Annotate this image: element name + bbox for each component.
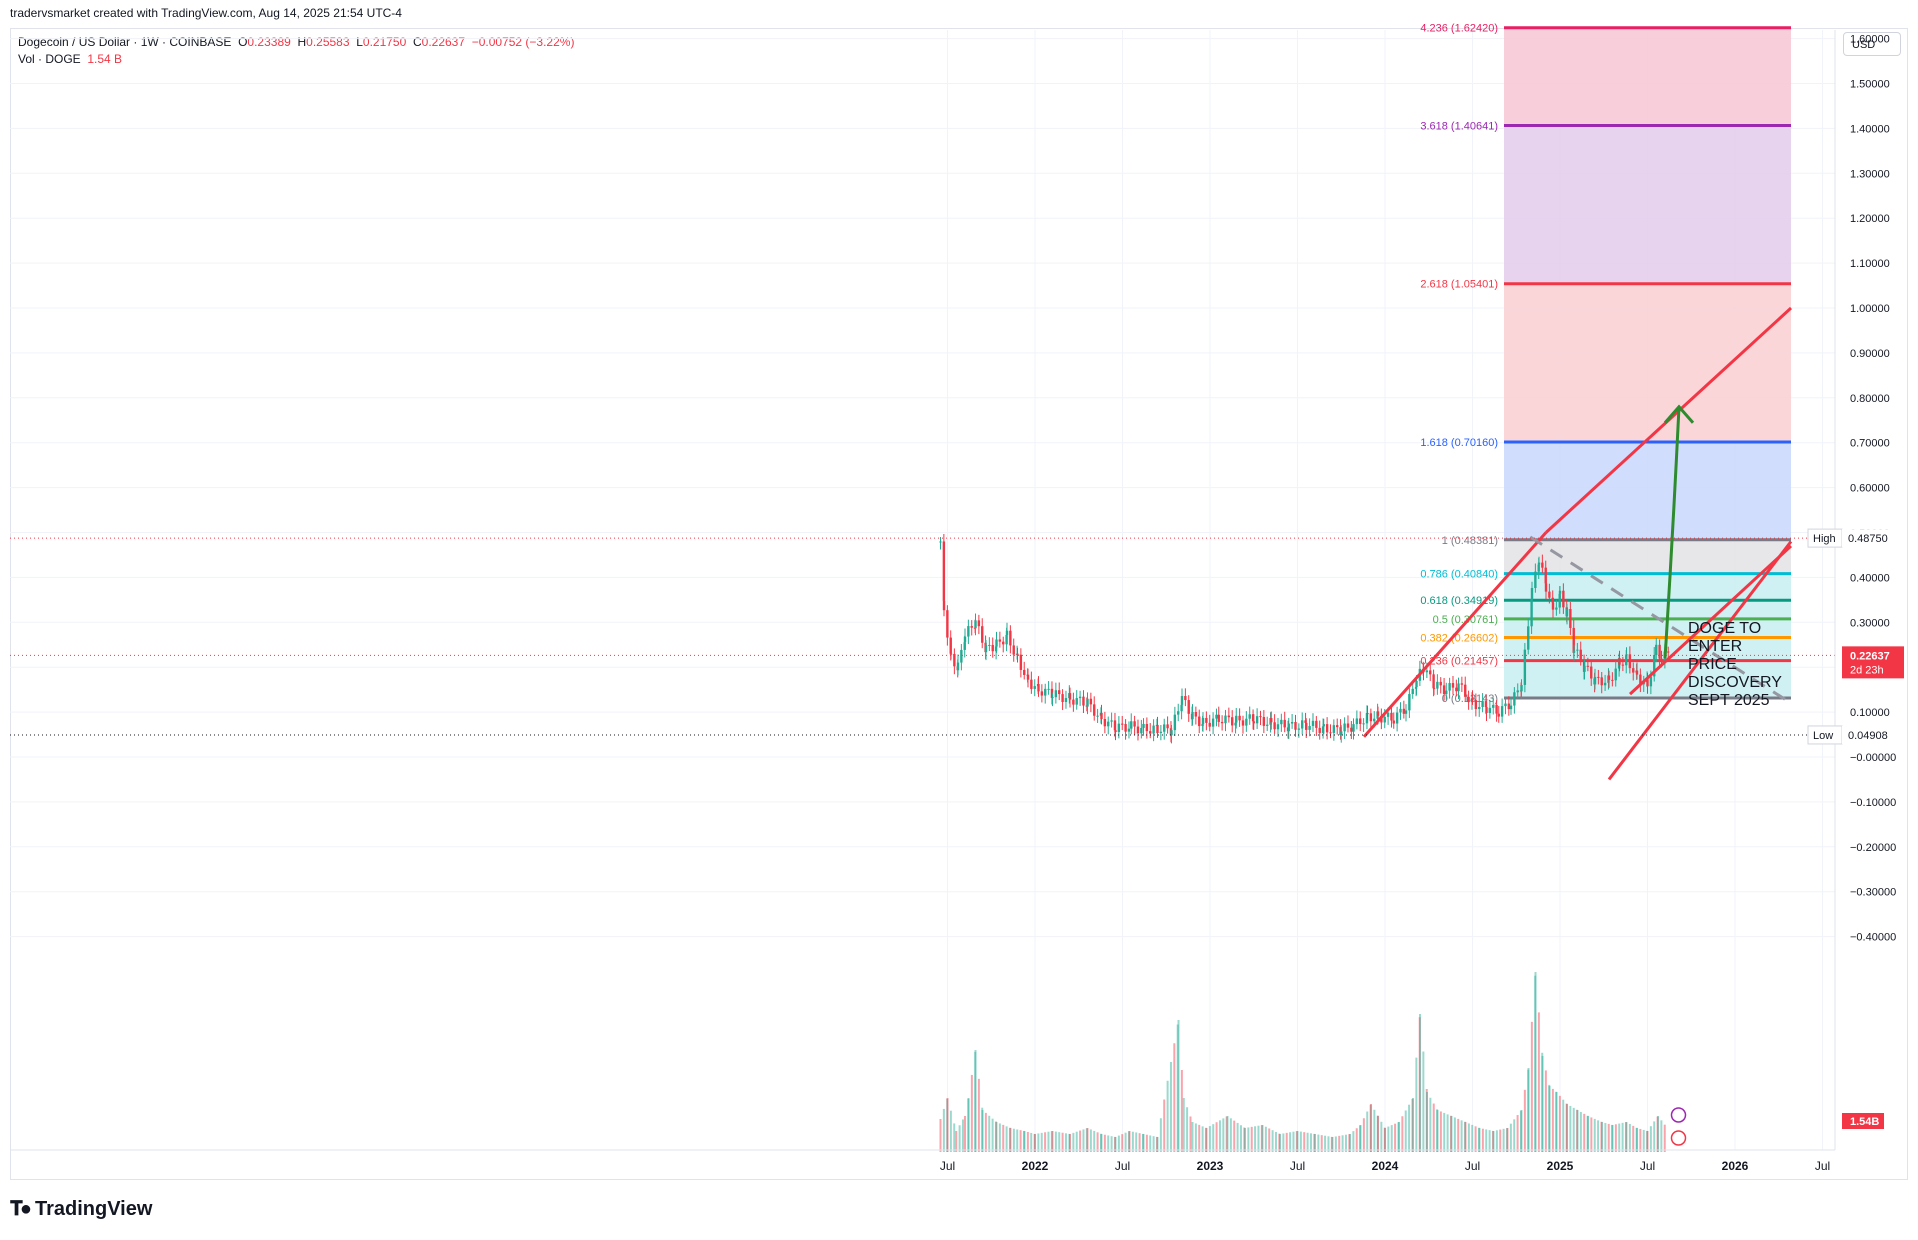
high-label: H	[297, 35, 307, 49]
open-value: 0.23389	[247, 35, 291, 49]
low-label: L	[356, 35, 363, 49]
currency-button[interactable]: USD	[1843, 32, 1901, 56]
chart-frame	[10, 28, 1908, 1180]
volume-legend: Vol · DOGE 1.54 B	[18, 52, 122, 66]
high-value: 0.25583	[306, 35, 350, 49]
price-tick-label: 1.70000	[1850, 0, 1890, 1]
tradingview-logo[interactable]: 𝐓● TradingView	[10, 1198, 152, 1221]
tradingview-brand: TradingView	[34, 1198, 153, 1220]
low-value: 0.21750	[362, 35, 407, 49]
volume-label[interactable]: Vol · DOGE	[18, 52, 81, 66]
symbol-name[interactable]: Dogecoin / US Dollar · 1W · COINBASE	[18, 35, 232, 49]
close-value: 0.22637	[421, 35, 466, 49]
volume-value: 1.54 B	[87, 52, 123, 66]
close-label: C	[412, 35, 422, 49]
chart-attribution: tradervsmarket created with TradingView.…	[10, 6, 402, 20]
change-value: −0.00752 (−3.22%)	[471, 35, 575, 49]
tradingview-logo-icon: 𝐓●	[10, 1198, 32, 1220]
open-label: O	[238, 35, 248, 49]
ohlc-legend: Dogecoin / US Dollar · 1W · COINBASE O0.…	[18, 35, 574, 49]
